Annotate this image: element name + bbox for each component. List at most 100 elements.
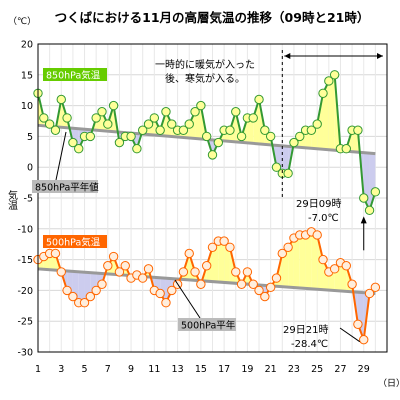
- data-point: [196, 279, 206, 289]
- text-labels: つくばにおける11月の高層気温の推移（09時と21時） 850hPa気温 500hP…: [32, 10, 383, 350]
- annotation-warm-air: 一時的に暖気が入った: [155, 58, 255, 71]
- data-point: [138, 273, 148, 283]
- data-point: [79, 298, 90, 308]
- data-point: [155, 288, 165, 299]
- data-point: [91, 113, 101, 123]
- series-label-850: 850hPa気温: [46, 70, 101, 82]
- data-point: [132, 144, 142, 154]
- data-point: [289, 137, 299, 148]
- x-tick-label: 25: [311, 364, 323, 375]
- data-point: [306, 125, 317, 135]
- x-tick-label: 29: [358, 364, 370, 375]
- data-point: [103, 261, 113, 271]
- data-point: [196, 100, 206, 111]
- data-point: [260, 291, 270, 302]
- data-point: [108, 251, 119, 262]
- anomaly-area: [247, 117, 254, 144]
- data-point: [312, 119, 322, 129]
- data-point: [97, 107, 107, 117]
- normal-leader-500: [174, 279, 201, 319]
- data-point: [190, 107, 200, 117]
- data-point: [161, 107, 171, 117]
- data-point: [225, 242, 235, 252]
- y-tick-label: -15: [17, 255, 33, 266]
- y-tick-label: -25: [17, 317, 33, 328]
- annotation-arrow-500: [339, 327, 361, 343]
- anomaly-area: [352, 130, 358, 153]
- data-point: [201, 261, 212, 271]
- anomaly-area: [311, 231, 318, 290]
- data-point: [143, 119, 154, 129]
- anomaly-area: [299, 234, 306, 289]
- data-point: [62, 285, 72, 296]
- data-point: [149, 113, 160, 123]
- data-point: [364, 205, 375, 216]
- data-point: [108, 100, 119, 111]
- data-point: [126, 131, 136, 142]
- data-point: [260, 125, 270, 135]
- data-point: [103, 119, 113, 129]
- data-point: [44, 119, 55, 129]
- normal-line-1: [37, 267, 376, 295]
- y-axis-unit: （℃）: [8, 16, 36, 27]
- data-point: [201, 131, 212, 142]
- data-point: [74, 144, 84, 154]
- data-point: [114, 137, 125, 148]
- anomaly-area: [305, 231, 312, 289]
- data-point: [178, 267, 189, 277]
- anomaly-area: [78, 271, 85, 303]
- data-point: [184, 248, 194, 259]
- series-label-500: 500hPa気温: [46, 237, 101, 249]
- data-point: [50, 248, 61, 259]
- data-point: [85, 131, 96, 142]
- data-point: [329, 264, 340, 274]
- data-point: [236, 131, 247, 142]
- x-tick-label: 3: [58, 364, 64, 375]
- annotation-min-850-value: -7.0℃: [308, 213, 339, 224]
- data-point: [225, 125, 235, 135]
- data-point: [138, 125, 148, 135]
- data-point: [219, 236, 229, 246]
- data-point: [370, 282, 381, 293]
- y-tick-label: 15: [21, 70, 33, 81]
- y-tick-label: -20: [17, 286, 33, 297]
- data-point: [283, 168, 293, 179]
- data-point: [283, 242, 293, 252]
- x-tick-label: 27: [334, 364, 346, 375]
- y-tick-label: 0: [27, 163, 33, 174]
- data-point: [85, 291, 96, 302]
- data-point: [341, 144, 351, 154]
- data-point: [207, 150, 218, 160]
- data-point: [120, 261, 130, 271]
- data-point: [97, 279, 107, 289]
- data-point: [353, 125, 363, 135]
- x-tick-label: 1: [35, 364, 41, 375]
- x-tick-label: 7: [105, 364, 111, 375]
- data-point: [277, 248, 287, 259]
- normal-label-box-850: [32, 180, 98, 193]
- data-point: [265, 282, 276, 293]
- y-tick-label: -10: [17, 224, 33, 235]
- annotation-min-500-value: -28.4℃: [291, 339, 328, 350]
- normal-label-500: 500hPa平年: [181, 320, 236, 332]
- data-point: [213, 137, 224, 148]
- x-tick-label: 13: [172, 364, 184, 375]
- anomaly-area: [282, 145, 289, 174]
- data-point: [347, 279, 357, 289]
- data-point: [341, 261, 351, 271]
- data-point: [248, 113, 258, 123]
- data-point: [271, 273, 282, 283]
- data-point: [295, 131, 305, 142]
- normal-leader-850: [55, 131, 67, 181]
- arrow-head-left: [284, 53, 291, 59]
- y-axis-label: 気温: [6, 189, 18, 210]
- anomaly-area: [253, 99, 260, 144]
- data-point: [370, 187, 381, 197]
- data-point: [68, 137, 78, 148]
- x-tick-label: 5: [82, 364, 88, 375]
- normal-label-box-500: [178, 318, 236, 331]
- x-axis-unit: （日）: [378, 378, 400, 389]
- data-point: [271, 162, 282, 172]
- data-point: [353, 319, 363, 329]
